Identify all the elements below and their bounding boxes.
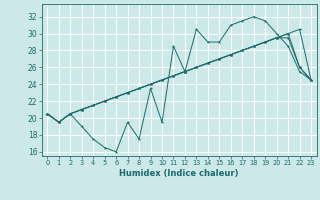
- X-axis label: Humidex (Indice chaleur): Humidex (Indice chaleur): [119, 169, 239, 178]
